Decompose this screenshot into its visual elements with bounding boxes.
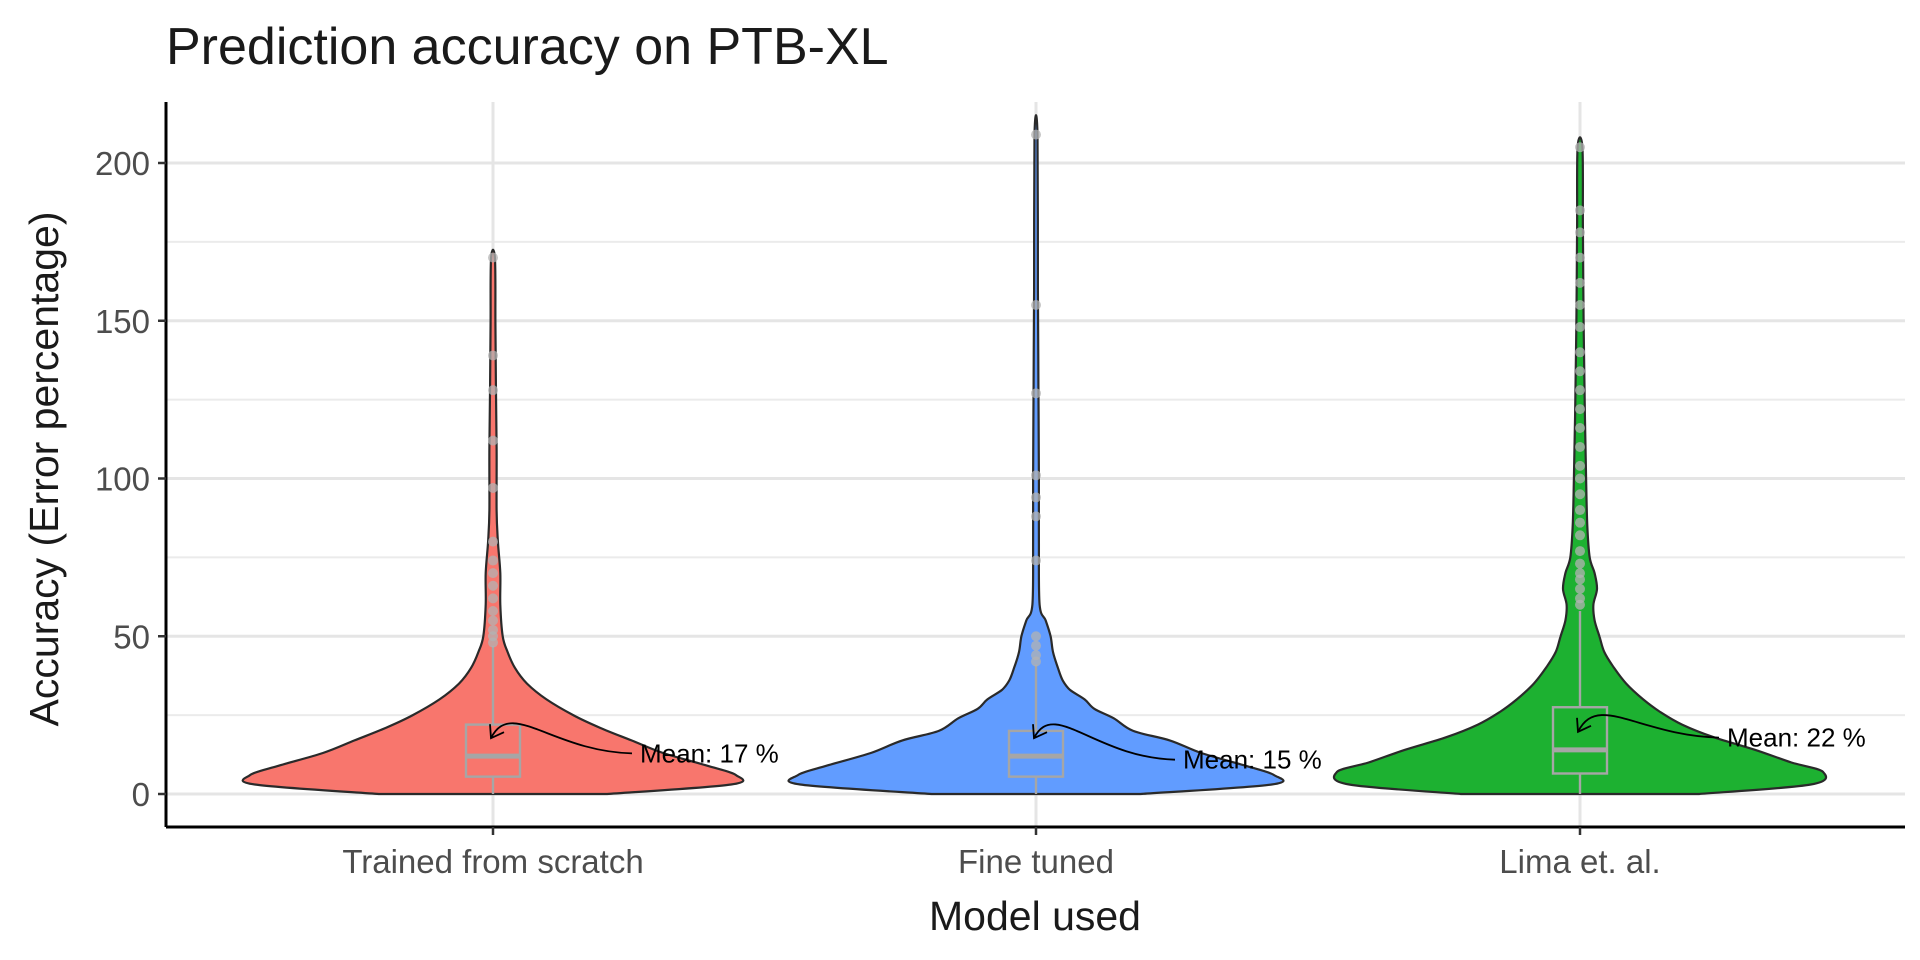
outlier-point	[1031, 470, 1041, 481]
mean-label: Mean: 17 %	[640, 738, 779, 768]
outlier-point	[1575, 460, 1585, 471]
box-plots	[464, 611, 1609, 794]
outlier-point	[1575, 252, 1585, 263]
outlier-point	[1031, 650, 1041, 661]
violin-1	[241, 248, 745, 796]
outlier-point	[488, 624, 498, 635]
outlier-point	[1575, 299, 1585, 310]
outlier-point	[488, 252, 498, 263]
violins	[241, 114, 1828, 796]
outlier-point	[1031, 129, 1041, 140]
outlier-point	[488, 482, 498, 493]
y-tick-label: 150	[95, 303, 150, 340]
outlier-points	[488, 129, 1585, 667]
outlier-point	[488, 568, 498, 579]
annotation-arrowhead	[1032, 724, 1048, 740]
outlier-point	[488, 350, 498, 361]
outlier-point	[488, 606, 498, 617]
y-tick-label: 100	[95, 461, 150, 498]
annotation-arrowhead	[1576, 717, 1592, 734]
outlier-point	[488, 615, 498, 626]
outlier-point	[1031, 640, 1041, 651]
x-tick-label: Lima et. al.	[1499, 843, 1660, 880]
annotation-arrowhead	[489, 724, 505, 740]
outlier-point	[1575, 142, 1585, 153]
annotation-arrow	[1033, 723, 1176, 761]
outlier-point	[1031, 555, 1041, 566]
chart-title: Prediction accuracy on PTB-XL	[166, 18, 889, 76]
outlier-point	[1575, 366, 1585, 377]
outlier-point	[1575, 441, 1585, 452]
outlier-point	[1575, 489, 1585, 500]
outlier-point	[1031, 631, 1041, 642]
x-tick-label: Fine tuned	[958, 843, 1114, 880]
y-tick-label: 50	[113, 618, 150, 655]
outlier-point	[1575, 423, 1585, 434]
x-axis-title: Model used	[929, 893, 1141, 939]
outlier-point	[1575, 583, 1585, 594]
y-tick-labels: 0 50 100 150 200	[95, 145, 166, 813]
outlier-point	[1575, 530, 1585, 541]
box-iqr	[1551, 706, 1609, 775]
outlier-point	[1575, 347, 1585, 358]
outlier-point	[1031, 299, 1041, 310]
outlier-point	[1031, 492, 1041, 503]
annotation-arrow	[490, 722, 633, 755]
outlier-point	[488, 536, 498, 547]
outlier-point	[1575, 277, 1585, 288]
outlier-point	[1031, 511, 1041, 522]
outlier-point	[1575, 505, 1585, 516]
outlier-point	[488, 593, 498, 604]
mean-label: Mean: 22 %	[1727, 723, 1866, 753]
outlier-point	[488, 385, 498, 396]
outlier-point	[1575, 517, 1585, 528]
x-tick-label: Trained from scratch	[342, 843, 643, 880]
outlier-point	[1575, 227, 1585, 238]
annotation-arrow	[1577, 714, 1720, 739]
outlier-point	[1575, 385, 1585, 396]
mean-annotations: Mean: 17 % Mean: 15 % Mean: 22 %	[489, 714, 1866, 775]
y-axis-title: Accuracy (Error percentage)	[21, 212, 67, 727]
box-iqr	[464, 723, 522, 778]
outlier-point	[1575, 322, 1585, 333]
outlier-point	[1575, 473, 1585, 484]
outlier-point	[1575, 568, 1585, 579]
outlier-point	[488, 435, 498, 446]
y-tick-label: 0	[132, 776, 150, 813]
outlier-point	[1575, 205, 1585, 216]
outlier-point	[1575, 593, 1585, 604]
y-tick-label: 200	[95, 145, 150, 182]
violin-2	[787, 114, 1285, 796]
mean-label: Mean: 15 %	[1183, 745, 1322, 775]
x-tick-labels: Trained from scratch Fine tuned Lima et. a…	[342, 827, 1661, 880]
outlier-point	[1575, 546, 1585, 557]
outlier-point	[1575, 404, 1585, 415]
outlier-point	[1575, 558, 1585, 569]
outlier-point	[488, 580, 498, 591]
outlier-point	[488, 555, 498, 566]
outlier-point	[1031, 388, 1041, 399]
